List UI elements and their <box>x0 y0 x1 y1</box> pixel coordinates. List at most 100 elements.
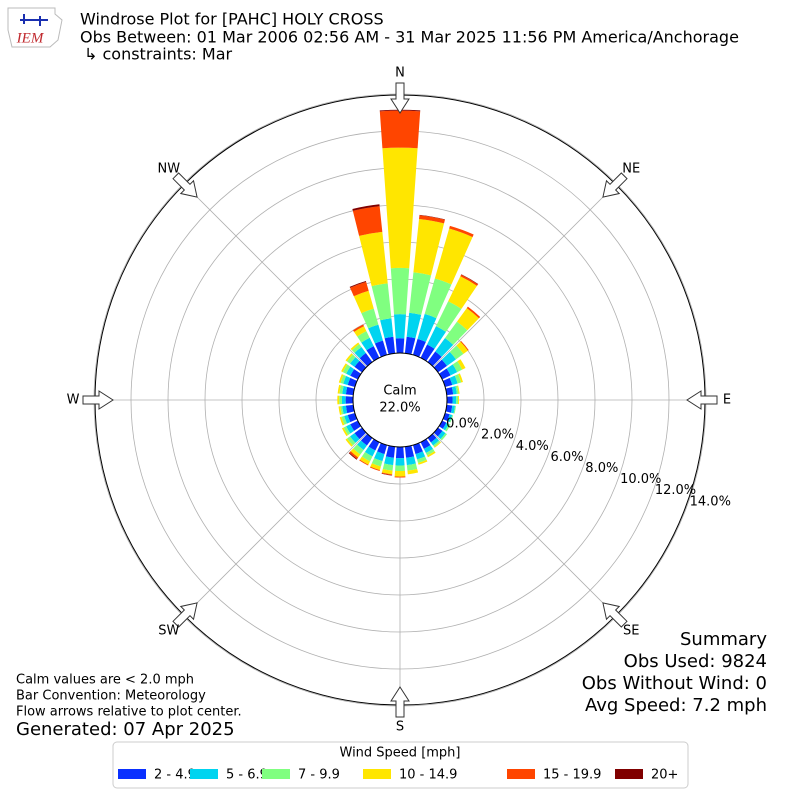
calm-label: Calm <box>383 384 416 399</box>
wind-bar-segment <box>435 338 454 357</box>
spoke <box>432 432 616 616</box>
wind-bar-segment <box>461 274 479 285</box>
wind-bar-segment <box>427 433 437 443</box>
r-tick-label: 2.0% <box>481 428 514 443</box>
wind-bar-segment <box>415 451 426 460</box>
wind-bar-segment <box>345 438 353 447</box>
summary-line: Obs Used: 9824 <box>624 651 767 672</box>
wind-bar-segment <box>454 374 462 384</box>
calm-circle <box>352 352 448 448</box>
wind-bar-segment <box>374 340 388 358</box>
wind-bar-segment <box>455 385 459 395</box>
wind-bar-segment <box>346 366 355 376</box>
wind-bar-segment <box>382 147 418 269</box>
wind-bar-segment <box>447 414 453 423</box>
wind-bar-segment <box>425 448 435 456</box>
wind-bar-segment <box>419 215 445 224</box>
wind-bar-segment <box>437 430 446 440</box>
wind-bar-segment <box>339 385 344 394</box>
r-tick-label: 14.0% <box>690 494 731 509</box>
wind-bar-segment <box>353 444 364 455</box>
wind-bar-segment <box>342 405 348 415</box>
wind-bar-segment <box>342 385 348 395</box>
wind-bar-segment <box>451 386 457 395</box>
wind-bar-segment <box>345 353 353 362</box>
wind-bar-segment <box>338 374 344 383</box>
wind-bar-segment <box>457 395 460 405</box>
wind-bar-segment <box>460 274 479 286</box>
wind-bar-segment <box>377 442 388 455</box>
flow-arrow-shape <box>686 390 718 410</box>
note: Flow arrows relative to plot center. <box>16 705 242 720</box>
wind-bar-segment <box>369 466 380 471</box>
legend-swatch <box>190 769 218 779</box>
wind-bar-segment <box>353 290 374 314</box>
wind-bar-segment <box>449 375 458 386</box>
wind-bar-segment <box>340 406 344 415</box>
wind-bar-segment <box>354 347 366 359</box>
wind-bar-segment <box>394 314 406 339</box>
wind-bar-segment <box>433 440 441 448</box>
r-tick-label: 0.0% <box>446 417 479 432</box>
wind-bar-segment <box>445 423 451 432</box>
wind-bar-segment <box>338 406 342 415</box>
wind-bar-segment <box>347 436 356 446</box>
r-tick-label: 6.0% <box>551 450 584 465</box>
wind-bar-segment <box>449 225 474 238</box>
wind-bar-segment <box>423 445 434 454</box>
flow-arrow-shape <box>390 686 410 718</box>
direction-label: NE <box>622 161 640 176</box>
summary-line: Obs Without Wind: 0 <box>582 673 767 694</box>
wind-bar-segment <box>353 324 364 332</box>
wind-bar-segment <box>466 306 481 319</box>
wind-bar-segment <box>341 427 348 437</box>
wind-bar-segment <box>354 427 367 440</box>
flow-arrow <box>82 390 114 410</box>
wind-bar-segment <box>434 228 473 285</box>
wind-bar-segment <box>346 424 355 434</box>
wind-bar-segment <box>441 351 456 366</box>
flow-arrow-shape <box>172 602 198 628</box>
wind-bar-segment <box>457 359 466 370</box>
wind-bar-segment <box>427 326 446 349</box>
wind-bar-segment <box>359 352 373 367</box>
legend-swatch <box>507 769 535 779</box>
wind-bar-segment <box>433 359 448 373</box>
wind-bar-segment <box>350 448 361 458</box>
wind-bar-segment <box>460 341 469 351</box>
wind-bar-segment <box>394 476 406 478</box>
wind-bar-segment <box>359 459 369 466</box>
chart-subtitle: Obs Between: 01 Mar 2006 02:56 AM - 31 M… <box>80 28 739 47</box>
wind-bar-segment <box>406 456 416 466</box>
direction-label: E <box>723 393 731 408</box>
wind-bar-segment <box>345 396 354 404</box>
wind-bar-segment <box>445 387 454 396</box>
wind-bar-segment <box>420 344 435 362</box>
wind-bar-segment <box>446 364 458 376</box>
direction-label: N <box>395 66 405 81</box>
wind-bar-segment <box>395 457 405 466</box>
wind-bar-segment <box>417 456 427 463</box>
wind-bar-segment <box>448 276 477 309</box>
flow-arrow <box>172 602 198 628</box>
wind-bar-segment <box>348 452 358 460</box>
legend-swatch <box>363 769 391 779</box>
flow-arrow <box>602 172 628 198</box>
wind-bar-segment <box>395 446 405 459</box>
legend-label: 15 - 19.9 <box>543 768 601 783</box>
wind-bar-segment <box>337 384 341 394</box>
wind-bar-segment <box>395 465 405 472</box>
wind-bar-segment <box>343 426 351 436</box>
wind-bar-segment <box>354 326 367 337</box>
flow-arrow <box>686 390 718 410</box>
wind-bar-segment <box>450 405 456 414</box>
legend-swatch <box>262 769 290 779</box>
wind-bar-segment <box>412 338 426 358</box>
wind-bar-segment <box>427 351 442 367</box>
wind-bar-segment <box>350 281 369 297</box>
wind-bar-segment <box>381 468 393 475</box>
wind-bar-segment <box>347 354 356 364</box>
wind-bar-segment <box>352 204 380 211</box>
wind-bar-segment <box>340 374 347 384</box>
wind-bar-segment <box>436 301 462 332</box>
